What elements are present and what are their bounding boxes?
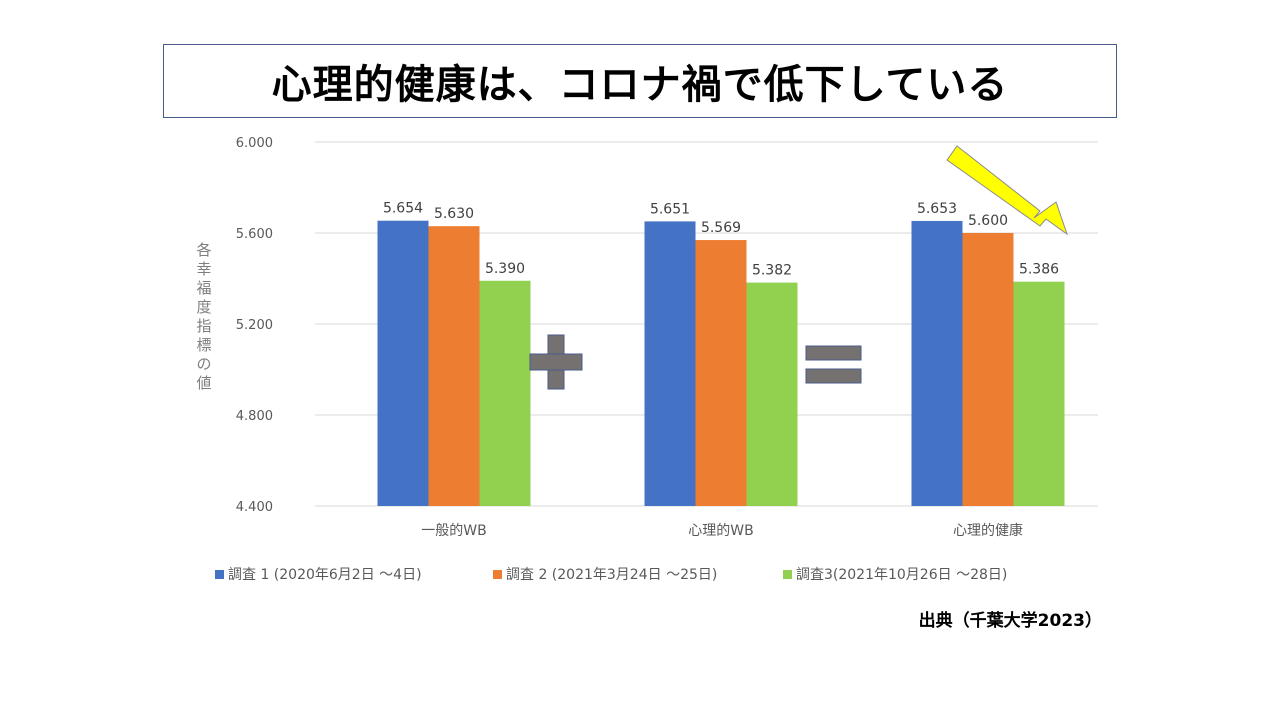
data-label: 5.569	[701, 220, 741, 236]
y-axis-label-char: 度	[196, 298, 211, 316]
legend-label: 調査 1 (2020年6月2日 〜4日)	[228, 567, 422, 583]
title-box: 心理的健康は、コロナ禍で低下している	[163, 44, 1117, 118]
data-label: 5.382	[752, 263, 792, 279]
x-axis-ticks: 一般的WB 心理的WB 心理的健康	[421, 522, 1023, 539]
y-axis-label-char: 福	[196, 279, 211, 297]
y-axis-label-char: 各	[196, 241, 211, 259]
bar	[428, 226, 480, 507]
y-tick-label: 5.600	[236, 227, 273, 242]
data-label: 5.654	[383, 201, 423, 217]
data-label: 5.630	[434, 206, 474, 222]
bar-chart: 4.400 4.800 5.200 5.600 6.000 各幸福度指標の値 5.654…	[196, 136, 1098, 583]
bar	[695, 240, 747, 506]
bar	[1013, 281, 1065, 506]
bar	[962, 233, 1014, 506]
x-tick-label: 一般的WB	[421, 523, 486, 539]
y-tick-label: 5.200	[236, 318, 273, 333]
y-axis-label: 各幸福度指標の値	[196, 241, 211, 392]
data-label: 5.651	[650, 201, 690, 217]
bar	[644, 221, 696, 506]
y-axis-label-char: 標	[196, 336, 211, 354]
data-label: 5.390	[485, 261, 525, 277]
bar	[479, 280, 531, 506]
source-citation: 出典（千葉大学2023）	[918, 611, 1102, 631]
bar	[377, 220, 429, 506]
y-tick-label: 6.000	[236, 136, 273, 151]
data-labels: 5.654 5.630 5.390 5.651 5.569 5.382 5.653 5.600…	[383, 201, 1059, 279]
y-axis-label-char: 指	[196, 317, 211, 335]
y-axis-label-char: の	[196, 355, 211, 373]
legend-swatch	[783, 570, 792, 579]
data-label: 5.653	[917, 201, 957, 217]
downward-trend-arrow	[946, 145, 1068, 236]
bar	[911, 220, 963, 506]
legend-swatch	[493, 570, 502, 579]
y-tick-label: 4.800	[236, 409, 273, 424]
x-tick-label: 心理的WB	[688, 523, 753, 539]
y-axis-ticks: 4.400 4.800 5.200 5.600 6.000	[236, 136, 273, 515]
legend-item: 調査 1 (2020年6月2日 〜4日)	[215, 567, 422, 583]
y-axis-label-char: 幸	[196, 260, 211, 278]
legend-swatch	[215, 570, 224, 579]
bars	[377, 220, 1065, 507]
legend-label: 調査3(2021年10月26日 〜28日)	[796, 567, 1007, 583]
equals-symbol	[805, 345, 862, 384]
y-axis-label-char: 値	[196, 374, 211, 392]
legend-label: 調査 2 (2021年3月24日 〜25日)	[506, 567, 717, 583]
annotation-symbols	[529, 145, 1068, 390]
chart-panel: 4.400 4.800 5.200 5.600 6.000 各幸福度指標の値 5.654…	[163, 120, 1118, 607]
legend: 調査 1 (2020年6月2日 〜4日) 調査 2 (2021年3月24日 〜25…	[215, 567, 1007, 583]
legend-item: 調査 2 (2021年3月24日 〜25日)	[493, 567, 717, 583]
page-title: 心理的健康は、コロナ禍で低下している	[271, 62, 1009, 108]
data-label: 5.600	[968, 213, 1008, 229]
legend-item: 調査3(2021年10月26日 〜28日)	[783, 567, 1007, 583]
bar	[746, 282, 798, 506]
y-tick-label: 4.400	[236, 500, 273, 515]
x-tick-label: 心理的健康	[953, 522, 1023, 539]
data-label: 5.386	[1019, 262, 1059, 278]
plus-symbol	[529, 334, 583, 390]
